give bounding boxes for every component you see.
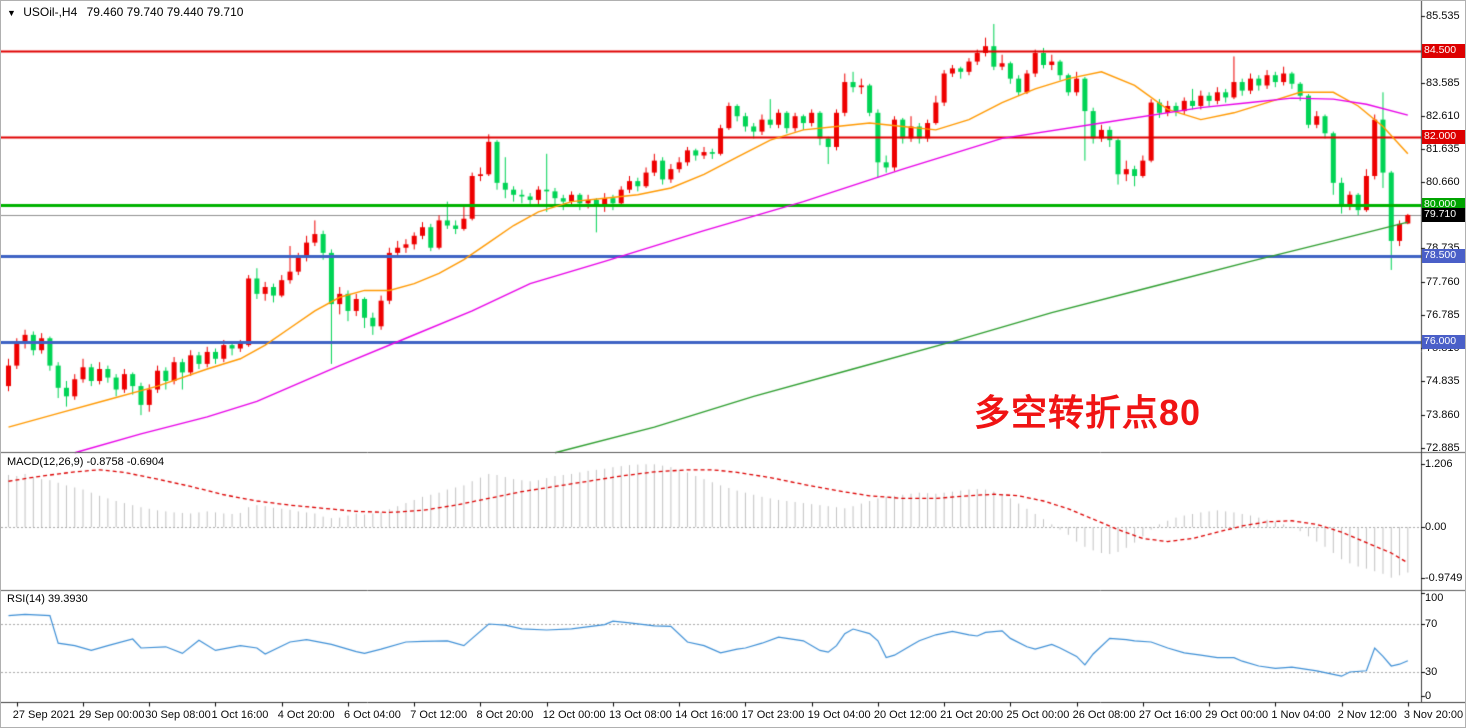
- time-axis-label: 27 Sep 2021: [12, 709, 76, 721]
- time-axis-label: 30 Sep 08:00: [145, 709, 211, 721]
- symbol-period-label: USOil-,H4: [23, 5, 78, 19]
- time-axis-label: 25 Oct 00:00: [1006, 709, 1070, 721]
- ohlc-readout: 79.460 79.740 79.440 79.710: [86, 5, 244, 19]
- time-axis-label: 6 Oct 04:00: [343, 709, 401, 721]
- macd-axis-label: -0.9749: [1425, 571, 1463, 584]
- time-axis-label: 4 Oct 20:00: [277, 709, 335, 721]
- symbol-title: ▼ USOil-,H4 79.460 79.740 79.440 79.710: [7, 5, 243, 19]
- time-axis-label: 2 Nov 12:00: [1337, 709, 1397, 721]
- macd-axis-label: 1.206: [1425, 458, 1453, 471]
- time-axis-label: 7 Oct 12:00: [410, 709, 468, 721]
- price-line-badge[interactable]: 82.000: [1422, 129, 1465, 144]
- chart-text-annotation[interactable]: 多空转折点80: [974, 392, 1202, 433]
- time-axis-label: 21 Oct 20:00: [940, 709, 1004, 721]
- price-tick-label: 73.860: [1426, 408, 1460, 421]
- time-axis-label: 1 Oct 16:00: [211, 709, 269, 721]
- current-price-badge: 79.710: [1422, 207, 1465, 222]
- price-tick-label: 85.535: [1426, 9, 1460, 22]
- time-axis-label: 20 Oct 12:00: [873, 709, 937, 721]
- price-tick-label: 81.635: [1426, 143, 1460, 156]
- rsi-axis-label: 100: [1425, 592, 1444, 604]
- price-tick-label: 77.760: [1426, 275, 1460, 288]
- macd-axis-label: 0.00: [1425, 521, 1447, 533]
- time-axis-label: 1 Nov 04:00: [1271, 709, 1331, 721]
- price-tick-label: 76.785: [1426, 308, 1460, 321]
- price-tick-label: 74.835: [1426, 375, 1460, 388]
- price-tick-label: 83.585: [1426, 76, 1460, 89]
- time-axis-label: 29 Sep 00:00: [79, 709, 145, 721]
- time-axis-label: 14 Oct 16:00: [675, 709, 739, 721]
- price-tick-label: 82.610: [1426, 109, 1460, 122]
- time-axis-label: 8 Oct 20:00: [476, 709, 534, 721]
- price-line-badge[interactable]: 84.500: [1422, 44, 1465, 59]
- price-tick-label: 80.660: [1426, 176, 1460, 189]
- time-axis-label: 12 Oct 00:00: [542, 709, 606, 721]
- time-axis-label: 29 Oct 00:00: [1205, 709, 1269, 721]
- time-axis-label: 17 Oct 23:00: [741, 709, 805, 721]
- rsi-indicator-label: RSI(14) 39.3930: [7, 593, 88, 605]
- rsi-axis-label: 70: [1425, 618, 1438, 630]
- collapse-arrow-icon[interactable]: ▼: [7, 8, 16, 18]
- price-line-badge[interactable]: 76.000: [1422, 334, 1465, 349]
- time-axis-label: 26 Oct 08:00: [1072, 709, 1136, 721]
- time-axis-label: 19 Oct 04:00: [807, 709, 871, 721]
- macd-indicator-label: MACD(12,26,9) -0.8758 -0.6904: [7, 456, 165, 468]
- time-axis-label: 27 Oct 16:00: [1138, 709, 1202, 721]
- price-tick-label: 72.885: [1426, 442, 1460, 455]
- rsi-axis-label: 0: [1425, 690, 1432, 702]
- time-axis-label: 3 Nov 20:00: [1403, 709, 1464, 721]
- rsi-axis-label: 30: [1425, 666, 1438, 678]
- time-axis-label: 13 Oct 08:00: [608, 709, 672, 721]
- price-line-badge[interactable]: 78.500: [1422, 249, 1465, 264]
